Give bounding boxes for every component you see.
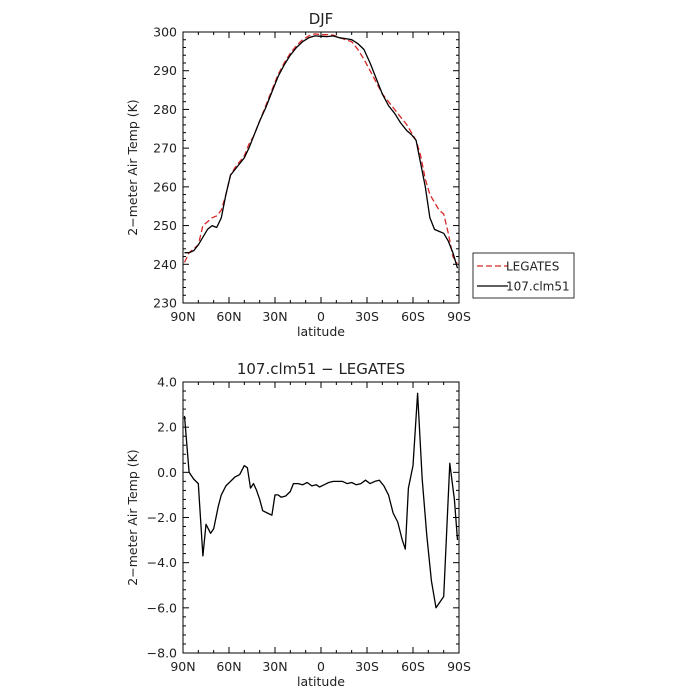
legend-label: LEGATES <box>506 260 559 274</box>
x-tick-label: 0 <box>317 659 325 674</box>
bottom-panel: 107.clm51 − LEGATES 90N 60N 30N 0 30S 60S 90S −8… <box>125 360 471 689</box>
x-tick-label: 90S <box>447 309 471 324</box>
series-line-0 <box>183 392 459 609</box>
x-tick-label: 30S <box>355 309 379 324</box>
chart-title: DJF <box>309 10 334 28</box>
series-line-legates <box>183 33 459 265</box>
x-tick-label: 60N <box>216 659 241 674</box>
x-tick-label: 60N <box>216 309 241 324</box>
x-tick-label: 30N <box>262 659 287 674</box>
y-tick-label: −4.0 <box>147 555 177 570</box>
y-tick-label: −2.0 <box>147 510 177 525</box>
plot-frame <box>182 31 460 304</box>
y-tick-label: 2.0 <box>157 420 177 435</box>
y-tick-label: 270 <box>153 141 177 156</box>
x-tick-label: 90N <box>170 309 195 324</box>
y-tick-label: −6.0 <box>147 600 177 615</box>
y-axis-label: 2−meter Air Temp (K) <box>125 449 140 585</box>
plot-frame <box>182 381 460 654</box>
series-line-107-clm51 <box>184 35 459 269</box>
x-tick-label: 60S <box>401 659 425 674</box>
x-tick-label: 60S <box>401 309 425 324</box>
y-tick-label: 250 <box>153 218 177 233</box>
y-axis-label: 2−meter Air Temp (K) <box>125 99 140 235</box>
y-tick-label: 230 <box>153 296 177 311</box>
chart-title: 107.clm51 − LEGATES <box>237 360 405 378</box>
x-tick-label: 30S <box>355 659 379 674</box>
y-tick-label: −8.0 <box>147 646 177 661</box>
y-tick-label: 280 <box>153 102 177 117</box>
y-tick-label: 4.0 <box>157 375 177 390</box>
legend-box <box>472 252 575 299</box>
legend: LEGATES 107.clm51 <box>472 252 575 299</box>
x-axis-label: latitude <box>297 674 345 689</box>
x-tick-label: 0 <box>317 309 325 324</box>
x-axis-label: latitude <box>297 324 345 339</box>
y-tick-label: 0.0 <box>157 465 177 480</box>
legend-label: 107.clm51 <box>506 280 570 294</box>
y-tick-label: 240 <box>153 257 177 272</box>
x-tick-label: 90N <box>170 659 195 674</box>
x-tick-label: 30N <box>262 309 287 324</box>
top-panel: DJF 90N 60N 30N 0 30S 60S 90S 230 240 250 260 270 280… <box>125 10 575 339</box>
y-tick-label: 290 <box>153 63 177 78</box>
y-tick-label: 260 <box>153 179 177 194</box>
x-tick-label: 90S <box>447 659 471 674</box>
y-tick-label: 300 <box>153 25 177 40</box>
